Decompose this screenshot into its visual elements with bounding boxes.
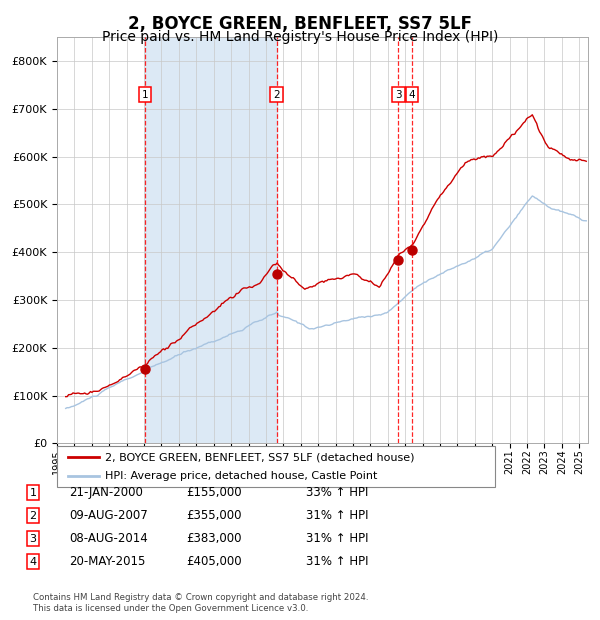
Text: 20-MAY-2015: 20-MAY-2015	[69, 556, 145, 568]
Text: 31% ↑ HPI: 31% ↑ HPI	[306, 533, 368, 545]
Text: £355,000: £355,000	[186, 510, 241, 522]
Text: Price paid vs. HM Land Registry's House Price Index (HPI): Price paid vs. HM Land Registry's House …	[102, 30, 498, 44]
Text: 3: 3	[29, 534, 37, 544]
Text: 2, BOYCE GREEN, BENFLEET, SS7 5LF: 2, BOYCE GREEN, BENFLEET, SS7 5LF	[128, 16, 472, 33]
Text: 2: 2	[29, 511, 37, 521]
Text: 4: 4	[409, 89, 415, 100]
Text: HPI: Average price, detached house, Castle Point: HPI: Average price, detached house, Cast…	[105, 471, 377, 481]
Text: 2: 2	[273, 89, 280, 100]
FancyBboxPatch shape	[57, 446, 495, 487]
Text: 4: 4	[29, 557, 37, 567]
Text: 33% ↑ HPI: 33% ↑ HPI	[306, 487, 368, 499]
Text: 3: 3	[395, 89, 402, 100]
Text: 1: 1	[142, 89, 148, 100]
Text: £405,000: £405,000	[186, 556, 242, 568]
Text: 2, BOYCE GREEN, BENFLEET, SS7 5LF (detached house): 2, BOYCE GREEN, BENFLEET, SS7 5LF (detac…	[105, 452, 415, 463]
Text: £155,000: £155,000	[186, 487, 242, 499]
Text: 08-AUG-2014: 08-AUG-2014	[69, 533, 148, 545]
Text: 09-AUG-2007: 09-AUG-2007	[69, 510, 148, 522]
Bar	[145, 37, 277, 443]
Text: 31% ↑ HPI: 31% ↑ HPI	[306, 556, 368, 568]
Text: 1: 1	[29, 488, 37, 498]
Text: 31% ↑ HPI: 31% ↑ HPI	[306, 510, 368, 522]
Text: £383,000: £383,000	[186, 533, 241, 545]
Text: Contains HM Land Registry data © Crown copyright and database right 2024.
This d: Contains HM Land Registry data © Crown c…	[33, 593, 368, 613]
Text: 21-JAN-2000: 21-JAN-2000	[69, 487, 143, 499]
